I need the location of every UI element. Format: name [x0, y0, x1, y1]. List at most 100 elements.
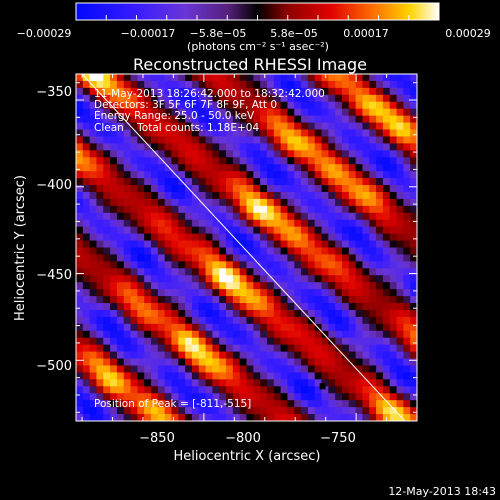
heatmap-cell — [76, 275, 84, 283]
heatmap-cell — [280, 108, 289, 117]
heatmap-cell — [171, 198, 179, 207]
heatmap-cell — [287, 400, 295, 408]
heatmap-cell — [348, 261, 357, 269]
heatmap-cell — [232, 330, 241, 339]
heatmap-cell — [103, 323, 111, 332]
heatmap-cell — [260, 94, 268, 103]
heatmap-cell — [96, 400, 104, 408]
heatmap-cell — [294, 205, 302, 214]
heatmap-cell — [76, 400, 84, 408]
heatmap-cell — [116, 386, 125, 394]
heatmap-cell — [301, 316, 309, 325]
heatmap-cell — [191, 351, 200, 360]
heatmap-cell — [280, 212, 289, 221]
heatmap-cell — [198, 323, 207, 332]
heatmap-cell — [253, 268, 261, 276]
heatmap-cell — [376, 296, 384, 304]
heatmap-cell — [355, 400, 364, 408]
heatmap-cell — [369, 226, 377, 235]
heatmap-cell — [410, 323, 417, 332]
heatmap-cell — [205, 337, 213, 346]
heatmap-cell — [219, 268, 227, 276]
heatmap-cell — [246, 240, 254, 249]
heatmap-cell — [232, 94, 241, 103]
heatmap-cell — [410, 296, 417, 304]
heatmap-cell — [198, 212, 207, 221]
heatmap-cell — [260, 101, 268, 110]
heatmap-cell — [239, 365, 248, 374]
heatmap-cell — [266, 365, 275, 374]
heatmap-cell — [253, 351, 261, 360]
heatmap-cell — [76, 108, 84, 117]
heatmap-cell — [321, 358, 329, 367]
heatmap-cell — [328, 303, 336, 311]
heatmap-cell — [130, 275, 138, 283]
heatmap-cell — [157, 198, 166, 207]
heatmap-cell — [89, 164, 98, 172]
heatmap-cell — [232, 344, 241, 353]
heatmap-cell — [232, 365, 241, 374]
heatmap-cell — [171, 226, 179, 235]
heatmap-cell — [151, 240, 159, 249]
heatmap-cell — [382, 289, 391, 297]
heatmap-cell — [396, 94, 404, 103]
heatmap-cell — [178, 407, 186, 415]
heatmap-cell — [348, 289, 357, 297]
heatmap-cell — [137, 178, 145, 186]
heatmap-cell — [144, 247, 152, 256]
heatmap-cell — [341, 289, 350, 297]
heatmap-cell — [198, 157, 207, 165]
y-tick-label: −400 — [36, 178, 72, 193]
heatmap-cell — [151, 171, 159, 179]
heatmap-cell — [123, 240, 132, 249]
heatmap-cell — [130, 205, 138, 214]
heatmap-cell — [403, 87, 411, 96]
heatmap-cell — [157, 282, 166, 290]
heatmap-cell — [232, 198, 241, 207]
heatmap-cell — [232, 115, 241, 124]
heatmap-cell — [382, 129, 391, 138]
heatmap-cell — [198, 198, 207, 207]
heatmap-cell — [96, 414, 104, 421]
heatmap-cell — [376, 309, 384, 318]
heatmap-cell — [348, 400, 357, 408]
heatmap-cell — [341, 164, 350, 172]
heatmap-cell — [314, 219, 323, 228]
heatmap-cell — [362, 337, 370, 346]
heatmap-cell — [130, 365, 138, 374]
heatmap-cell — [403, 393, 411, 401]
heatmap-cell — [348, 386, 357, 394]
heatmap-cell — [144, 400, 152, 408]
heatmap-cell — [219, 296, 227, 304]
heatmap-cell — [362, 212, 370, 221]
heatmap-cell — [232, 386, 241, 394]
heatmap-cell — [116, 80, 125, 89]
heatmap-cell — [266, 407, 275, 415]
heatmap-cell — [116, 185, 125, 193]
heatmap-cell — [314, 379, 323, 387]
heatmap-cell — [280, 393, 289, 401]
heatmap-cell — [205, 309, 213, 318]
heatmap-cell — [307, 108, 316, 117]
heatmap-cell — [355, 414, 364, 421]
heatmap-cell — [307, 122, 316, 131]
heatmap-cell — [191, 275, 200, 283]
heatmap-cell — [151, 407, 159, 415]
heatmap-cell — [144, 296, 152, 304]
heatmap-cell — [260, 178, 268, 186]
heatmap-cell — [116, 164, 125, 172]
heatmap-cell — [116, 129, 125, 138]
heatmap-cell — [410, 122, 417, 131]
heatmap-cell — [376, 386, 384, 394]
heatmap-cell — [362, 157, 370, 165]
heatmap-cell — [116, 94, 125, 103]
heatmap-cell — [191, 185, 200, 193]
heatmap-cell — [280, 150, 289, 158]
heatmap-cell — [110, 414, 118, 421]
heatmap-cell — [389, 323, 398, 332]
heatmap-cell — [151, 261, 159, 269]
heatmap-cell — [76, 205, 84, 214]
heatmap-cell — [389, 171, 398, 179]
x-tick-label: −750 — [320, 431, 356, 446]
heatmap-cell — [287, 87, 295, 96]
